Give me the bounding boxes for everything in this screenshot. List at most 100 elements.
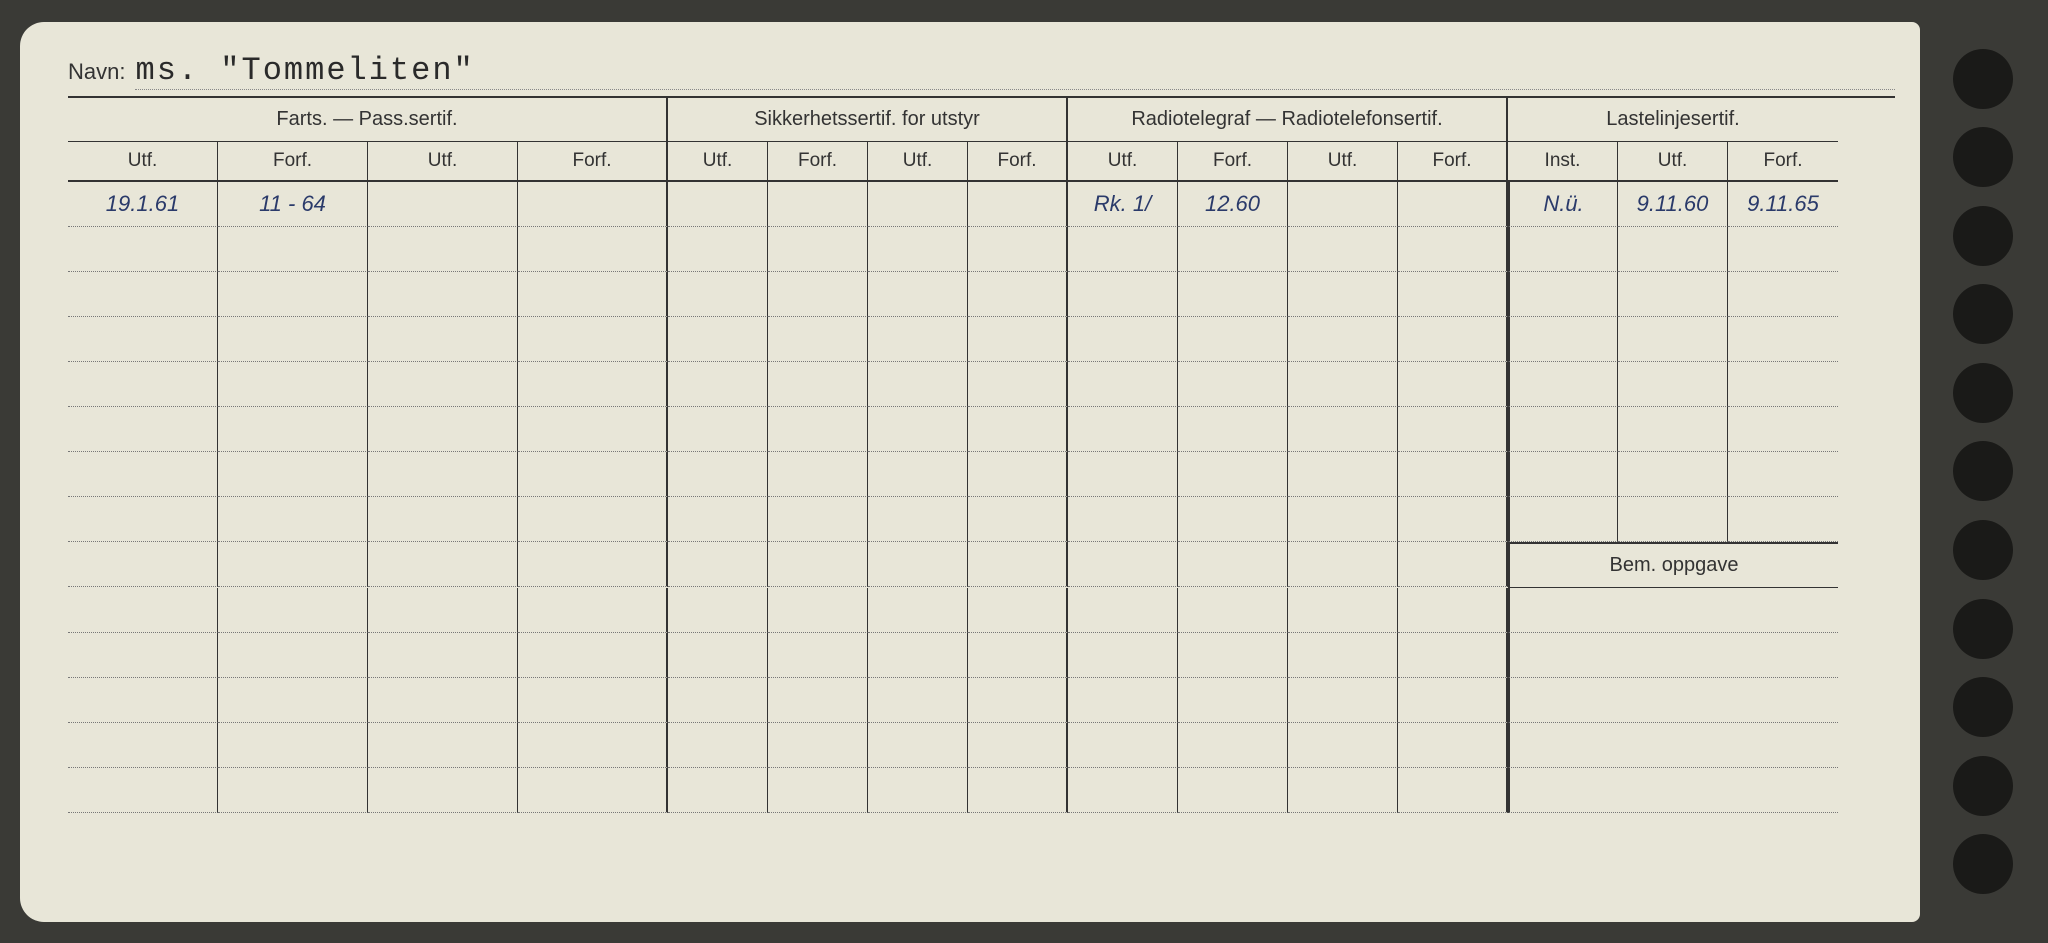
table-cell — [218, 407, 368, 452]
table-cell — [1618, 407, 1728, 452]
table-cell — [1398, 723, 1508, 768]
col-utf: Utf. — [68, 142, 218, 182]
table-cell — [1398, 633, 1508, 678]
table-cell — [968, 497, 1068, 542]
table-cell — [368, 272, 518, 317]
table-cell — [1068, 227, 1178, 272]
table-cell — [1508, 452, 1618, 497]
table-cell — [1398, 227, 1508, 272]
table-cell — [768, 497, 868, 542]
table-cell — [1508, 407, 1618, 452]
table-cell — [1178, 678, 1288, 723]
table-cell — [1068, 588, 1178, 633]
table-cell — [1288, 723, 1398, 768]
table-cell — [1508, 317, 1618, 362]
table-cell — [768, 272, 868, 317]
table-cell — [868, 317, 968, 362]
table-cell — [68, 723, 218, 768]
table-cell — [1398, 407, 1508, 452]
table-cell — [1618, 452, 1728, 497]
table-cell — [968, 317, 1068, 362]
table-cell: 9.11.65 — [1728, 182, 1838, 227]
table-cell — [1288, 227, 1398, 272]
table-cell — [1398, 362, 1508, 407]
table-cell — [68, 362, 218, 407]
table-cell — [1288, 272, 1398, 317]
table-cell — [218, 633, 368, 678]
table-cell — [1068, 407, 1178, 452]
table-cell — [1288, 633, 1398, 678]
table-cell — [218, 542, 368, 587]
col-utf: Utf. — [668, 142, 768, 182]
table-cell — [218, 227, 368, 272]
table-cell — [968, 407, 1068, 452]
table-cell — [368, 317, 518, 362]
table-cell — [1728, 452, 1838, 497]
table-cell — [968, 633, 1068, 678]
table-cell — [968, 182, 1068, 227]
table-cell — [1178, 227, 1288, 272]
table-cell — [668, 317, 768, 362]
col-forf: Forf. — [968, 142, 1068, 182]
table-cell — [1288, 678, 1398, 723]
table-cell: N.ü. — [1508, 182, 1618, 227]
table-cell — [668, 227, 768, 272]
table-cell — [68, 497, 218, 542]
punch-hole — [1953, 520, 2013, 580]
table-cell — [968, 542, 1068, 587]
table-cell — [218, 723, 368, 768]
table-cell — [68, 272, 218, 317]
table-cell: 11 - 64 — [218, 182, 368, 227]
table-cell — [518, 452, 668, 497]
table-cell — [668, 452, 768, 497]
table-cell — [768, 182, 868, 227]
table-cell — [518, 272, 668, 317]
table-cell — [1398, 542, 1508, 587]
table-cell — [68, 452, 218, 497]
table-cell — [1728, 362, 1838, 407]
table-cell — [768, 723, 868, 768]
table-cell — [1398, 452, 1508, 497]
col-inst: Inst. — [1508, 142, 1618, 182]
punch-hole — [1953, 206, 2013, 266]
name-value: ms. "Tommeliten" — [135, 52, 1895, 90]
table-cell — [218, 317, 368, 362]
table-cell — [1288, 452, 1398, 497]
table-cell — [668, 633, 768, 678]
table-cell — [1178, 633, 1288, 678]
punch-hole — [1953, 834, 2013, 894]
table-cell — [1728, 317, 1838, 362]
table-cell — [1068, 723, 1178, 768]
table-cell — [68, 407, 218, 452]
table-cell — [1398, 317, 1508, 362]
table-cell — [368, 407, 518, 452]
table-cell: 19.1.61 — [68, 182, 218, 227]
table-cell — [1068, 272, 1178, 317]
col-forf: Forf. — [1728, 142, 1838, 182]
table-cell — [368, 588, 518, 633]
section-radio: Radiotelegraf — Radiotelefonsertif. — [1068, 98, 1508, 142]
table-cell — [368, 452, 518, 497]
bem-cell — [1508, 588, 1838, 633]
name-row: Navn: ms. "Tommeliten" — [68, 52, 1895, 98]
table-cell — [1728, 272, 1838, 317]
bem-oppgave-header: Bem. oppgave — [1508, 542, 1838, 588]
table-cell — [768, 678, 868, 723]
punch-hole — [1953, 49, 2013, 109]
table-cell — [1728, 407, 1838, 452]
table-cell — [218, 452, 368, 497]
table-cell — [518, 723, 668, 768]
punch-hole — [1953, 756, 2013, 816]
table-cell — [68, 633, 218, 678]
table-cell — [668, 678, 768, 723]
table-cell — [1178, 768, 1288, 813]
table-cell — [1398, 768, 1508, 813]
table-cell — [1618, 317, 1728, 362]
table-cell — [868, 723, 968, 768]
table-cell — [368, 542, 518, 587]
table-cell — [218, 768, 368, 813]
table-cell — [1398, 588, 1508, 633]
table-cell — [1618, 227, 1728, 272]
table-cell — [1508, 272, 1618, 317]
name-label: Navn: — [68, 59, 125, 85]
